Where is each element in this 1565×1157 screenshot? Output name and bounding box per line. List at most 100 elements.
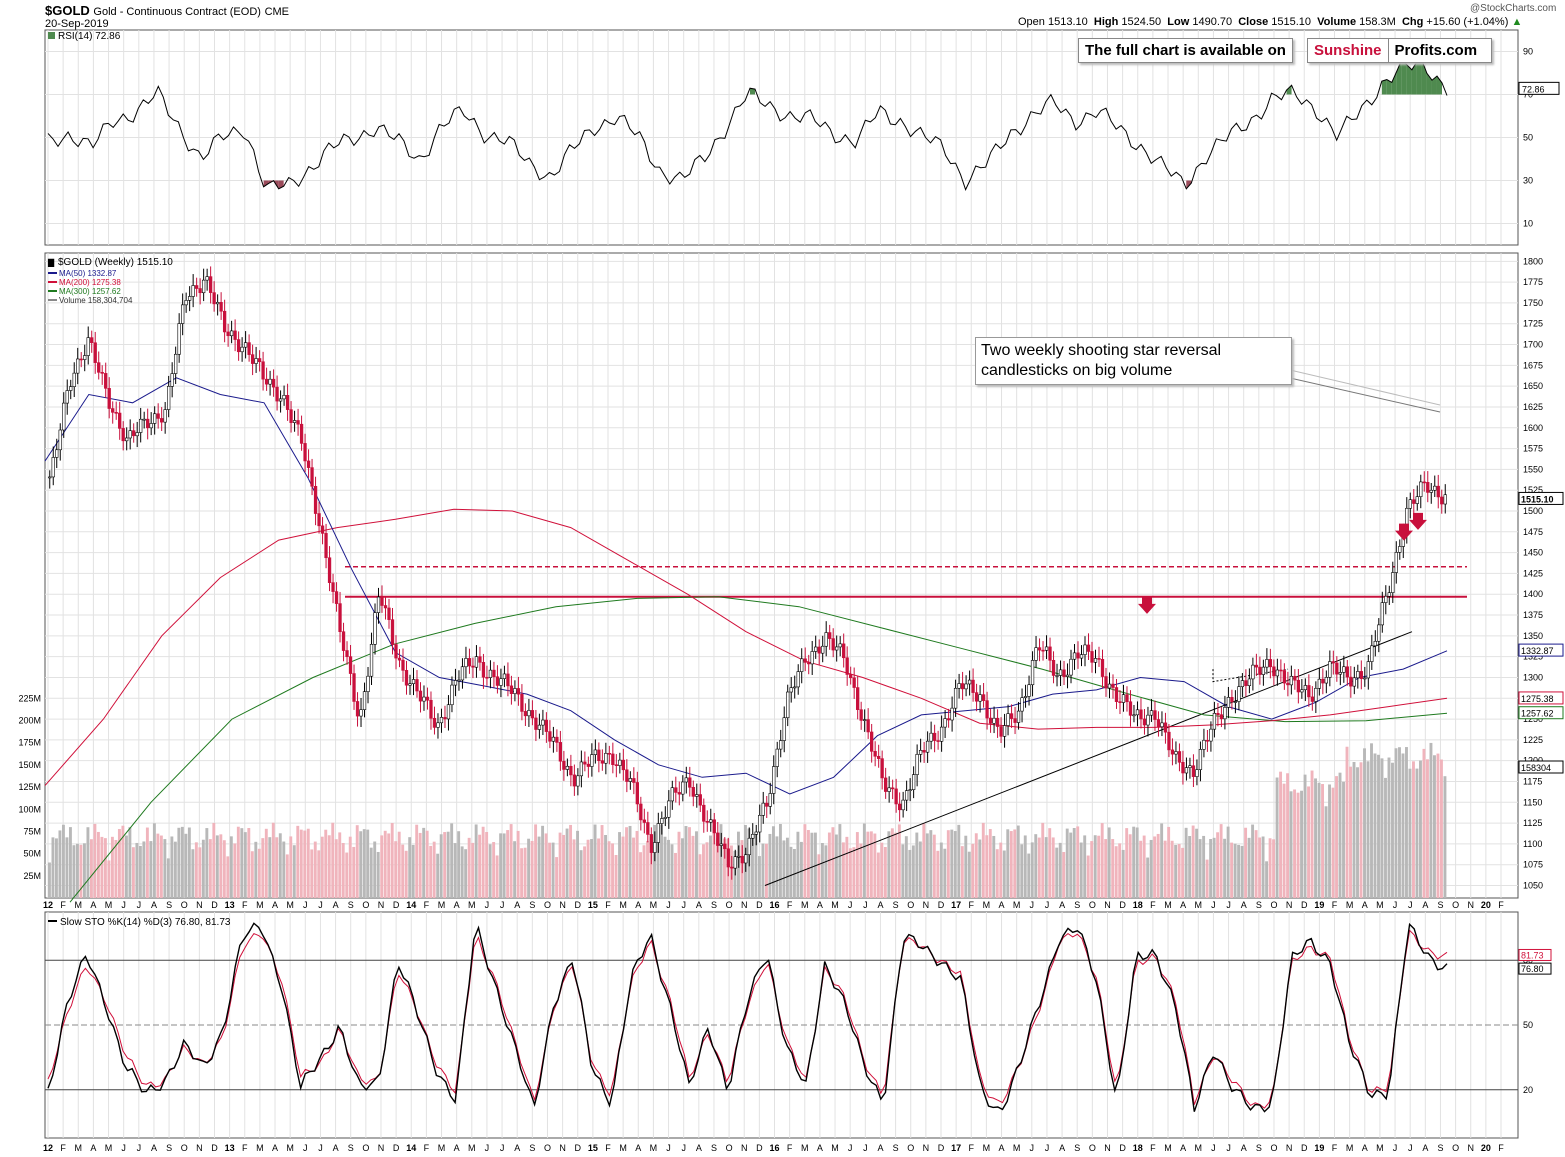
candle-body [918, 750, 923, 755]
volume-bar [719, 824, 723, 898]
volume-bar [54, 838, 58, 898]
x-tick-label: M [831, 900, 839, 910]
x-tick-label: J [681, 1143, 686, 1153]
x-tick-label: A [1422, 1143, 1428, 1153]
x-tick-label: A [151, 900, 157, 910]
volume-bar [824, 845, 828, 898]
price-tick-label: 1525 [1523, 485, 1543, 495]
volume-bar [485, 832, 489, 898]
volume-bar [915, 832, 919, 898]
x-tick-label: 16 [769, 1143, 779, 1153]
candle-body [995, 717, 1000, 727]
trend-line [764, 631, 1413, 886]
volume-bar [1328, 784, 1331, 898]
volume-bar [1149, 839, 1153, 898]
candle-body [201, 279, 206, 294]
x-tick-label: O [907, 900, 914, 910]
brand-link[interactable]: Sunshine Profits.com [1307, 38, 1493, 63]
volume-bar [299, 829, 303, 898]
candle-body [569, 765, 573, 776]
candle-body [572, 774, 577, 787]
change-value: +15.60 (+1.04%) [1426, 16, 1509, 28]
volume-bar [401, 844, 405, 898]
symbol-name: Gold - Continuous Contract (EOD) [93, 6, 261, 18]
x-tick-label: J [121, 1143, 126, 1153]
price-tick-label: 1425 [1523, 568, 1543, 578]
x-tick-label: 19 [1314, 1143, 1324, 1153]
candle-body [366, 675, 370, 692]
volume-bar [1370, 743, 1373, 898]
volume-bar [226, 856, 230, 898]
candle-body [1230, 697, 1234, 702]
volume-bar [806, 830, 810, 898]
price-tick-label: 1650 [1523, 381, 1543, 391]
volume-bar [911, 845, 915, 898]
candle-body [390, 619, 395, 645]
candle-body [1013, 718, 1017, 723]
x-tick-label: J [318, 900, 323, 910]
volume-bar [1310, 770, 1314, 898]
candle-body [1359, 671, 1363, 679]
volume-bar [495, 855, 499, 898]
x-tick-label: S [166, 1143, 172, 1153]
volume-bar [1212, 837, 1216, 898]
volume-bar [1373, 753, 1377, 898]
volume-bar [527, 838, 531, 898]
volume-bar [138, 845, 142, 898]
x-tick-label: S [1437, 1143, 1443, 1153]
volume-bar [1307, 786, 1310, 898]
candle-body [62, 402, 66, 431]
volume-bar [1170, 840, 1174, 898]
candle-body [86, 337, 90, 356]
volume-bar [1296, 792, 1300, 898]
candle-body [628, 778, 632, 782]
x-tick-label: 17 [951, 900, 961, 910]
candle-body [72, 372, 76, 387]
price-value-box [1518, 691, 1564, 705]
x-tick-label: M [438, 900, 446, 910]
volume-bar [436, 853, 440, 898]
candle-body [978, 694, 982, 702]
annotation-pointer [1289, 369, 1441, 406]
volume-bar [429, 845, 433, 898]
volume-bar [607, 841, 611, 898]
x-tick-label: S [348, 1143, 354, 1153]
x-tick-label: A [1059, 900, 1065, 910]
candle-body [233, 330, 237, 340]
candle-body [250, 354, 255, 364]
candle-body [1415, 496, 1419, 504]
candle-body [509, 685, 514, 694]
candle-body [303, 443, 307, 462]
volume-bar [362, 829, 366, 898]
x-tick-label: J [1211, 1143, 1216, 1153]
rsi-overbought-fill [1406, 64, 1412, 95]
x-tick-label: S [529, 1143, 535, 1153]
candle-body [873, 751, 877, 757]
volume-bar [859, 843, 863, 898]
sto-tick-label: 20 [1523, 1085, 1533, 1095]
candle-body [877, 755, 881, 759]
volume-bar [152, 823, 156, 898]
chart-date: 20-Sep-2019 [45, 18, 109, 30]
candle-body [632, 778, 636, 783]
volume-bar [992, 835, 996, 898]
volume-bar [544, 833, 548, 898]
volume-bar [922, 823, 926, 898]
volume-bar [1177, 844, 1181, 898]
candle-body [240, 346, 244, 353]
volume-bar [352, 846, 356, 898]
volume-bar [439, 834, 443, 898]
volume-bar [359, 831, 363, 898]
x-tick-label: M [468, 1143, 476, 1153]
volume-bar [110, 836, 114, 898]
rsi-tick-label: 10 [1523, 219, 1533, 229]
candle-body [849, 674, 853, 679]
x-tick-label: M [983, 1143, 991, 1153]
price-tick-label: 1800 [1523, 256, 1543, 266]
candle-body [1153, 710, 1157, 720]
volume-bar [1240, 845, 1244, 898]
candle-body [548, 731, 552, 742]
x-tick-label: J [863, 1143, 868, 1153]
x-tick-label: O [181, 900, 188, 910]
candle-body [719, 843, 723, 846]
